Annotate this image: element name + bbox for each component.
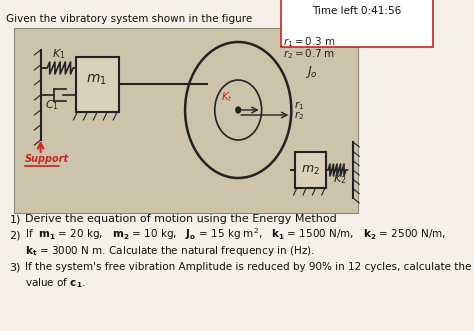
Text: Derive the equation of motion using the Energy Method: Derive the equation of motion using the … [25,214,337,224]
Text: If the system's free vibration Amplitude is reduced by 90% in 12 cycles, calcula: If the system's free vibration Amplitude… [25,262,471,272]
Text: $K_t$: $K_t$ [221,90,233,104]
Text: Time left 0:41:56: Time left 0:41:56 [312,6,401,16]
Text: $r_1$: $r_1$ [294,99,305,112]
Text: Support: Support [25,154,69,164]
Text: $r_1 = 0.3$ m: $r_1 = 0.3$ m [283,35,337,49]
Bar [76,57,118,112]
Text: $C_1$: $C_1$ [45,98,58,112]
Text: $m_1$: $m_1$ [86,73,107,87]
Text: $K_2$: $K_2$ [333,172,346,186]
Bar [14,28,358,213]
Text: 2): 2) [9,230,21,240]
Text: value of $\mathbf{c_1}$.: value of $\mathbf{c_1}$. [25,276,86,290]
Text: Given the vibratory system shown in the figure: Given the vibratory system shown in the … [6,14,253,24]
Text: $J_o$: $J_o$ [305,64,318,80]
Text: $r_2 = 0.7$ m: $r_2 = 0.7$ m [283,47,336,61]
Circle shape [236,107,240,113]
Text: $K_1$: $K_1$ [52,47,66,61]
Text: $m_2$: $m_2$ [301,164,320,176]
Text: $\mathbf{k_t}$ = 3000 N m. Calculate the natural frequency in (Hz).: $\mathbf{k_t}$ = 3000 N m. Calculate the… [25,244,315,258]
Text: If  $\mathbf{m_1}$ = 20 kg,   $\mathbf{m_2}$ = 10 kg,   $\mathbf{J_o}$ = 15 kg m: If $\mathbf{m_1}$ = 20 kg, $\mathbf{m_2}… [25,226,446,242]
Bar [295,152,327,188]
Text: 3): 3) [9,262,21,272]
Text: 1): 1) [9,214,21,224]
Text: $r_2$: $r_2$ [294,109,304,122]
